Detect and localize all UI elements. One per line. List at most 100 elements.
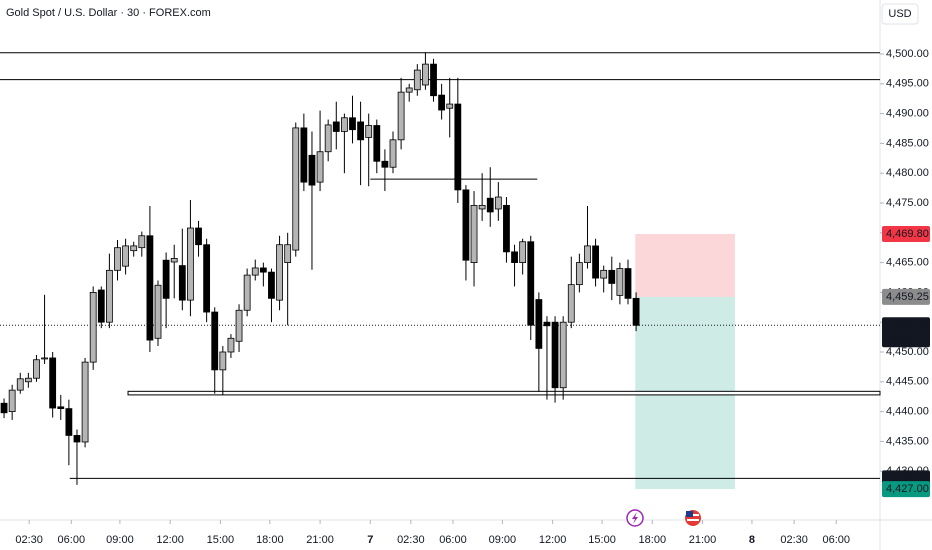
candle-body [397, 91, 405, 141]
candle-body [235, 309, 243, 342]
candle-body [292, 127, 300, 251]
candle-body [203, 244, 211, 313]
candle-body [259, 267, 267, 273]
candle-body [81, 361, 89, 443]
stop-price-label-bg [882, 225, 930, 242]
candle-body [559, 321, 567, 389]
x-tick-label: 12:00 [156, 534, 184, 546]
last-price-label: 4,454.48 [886, 319, 929, 331]
candle-body [430, 63, 437, 97]
candle-body [624, 268, 632, 299]
candle-body [308, 154, 316, 186]
currency-button[interactable] [881, 3, 919, 25]
candle-body [227, 337, 235, 353]
x-tick-label: 02:30 [397, 534, 425, 546]
candle-body [170, 258, 178, 263]
candle-body [575, 262, 583, 286]
candle-body [268, 271, 275, 299]
candle-body [551, 321, 559, 389]
candle-body [138, 235, 146, 249]
candle-body [49, 357, 57, 409]
x-tick-label: 21:00 [689, 534, 717, 546]
candle-body [57, 406, 65, 410]
candle-body [33, 359, 40, 379]
stop-price-label: 4,469.80 [886, 228, 929, 240]
candle-body [519, 241, 527, 263]
y-tick-label: 4,500.00 [886, 48, 929, 60]
candle-body [365, 125, 373, 138]
chart-title: Gold Spot / U.S. Dollar · 30 · FOREX.com [6, 7, 211, 19]
candle-body [357, 121, 364, 141]
candle-body [632, 297, 640, 326]
candle-body [65, 408, 73, 436]
candle-body [413, 69, 421, 91]
y-tick-label: 4,485.00 [886, 137, 929, 149]
candle-body [608, 269, 616, 284]
candle-body [535, 299, 543, 349]
candle-body [373, 125, 381, 162]
candle-body [300, 127, 308, 183]
y-tick-label: 4,450.00 [886, 346, 929, 358]
candle-body [527, 241, 535, 326]
candle-body [316, 151, 324, 183]
target-price-label-bg [882, 481, 930, 498]
candle-body [446, 103, 454, 109]
x-tick-label: 21:00 [306, 534, 334, 546]
last-price-label-bg [882, 317, 930, 348]
event-icon[interactable] [626, 509, 644, 527]
x-tick-label: 02:30 [780, 534, 808, 546]
candle-body [97, 289, 105, 323]
support-zone [127, 390, 881, 396]
candle-body [616, 268, 624, 296]
candle-body [340, 117, 348, 132]
candle-body [511, 251, 518, 263]
candle-body [276, 244, 283, 301]
x-tick-label: 18:00 [639, 534, 667, 546]
position-stop-zone [635, 233, 735, 297]
x-tick-label: 15:00 [588, 534, 616, 546]
target-price-label: 4,427.00 [886, 483, 929, 495]
candle-body [251, 267, 259, 276]
candle-body [284, 244, 292, 263]
candle-body [422, 63, 429, 86]
y-tick-label: 4,445.00 [886, 376, 929, 388]
y-tick-label: 4,440.00 [886, 405, 929, 417]
candle-body [195, 227, 202, 246]
candle-body [41, 357, 48, 360]
candle-body [478, 204, 486, 210]
y-tick-label: 4,490.00 [886, 108, 929, 120]
x-tick-label: 06:00 [439, 534, 467, 546]
candle-body [462, 189, 470, 261]
x-tick-label: 18:00 [256, 534, 284, 546]
candle-body [8, 389, 16, 412]
x-tick-label: 06:00 [58, 534, 86, 546]
y-tick-label: 4,495.00 [886, 78, 929, 90]
candle-body [114, 247, 121, 271]
candle-body [105, 269, 113, 323]
candle-body [162, 259, 170, 299]
candle-body [324, 124, 332, 153]
candle-body [0, 402, 8, 414]
candle-body [146, 235, 154, 341]
y-tick-label: 4,435.00 [886, 435, 929, 447]
candle-body [349, 117, 356, 131]
candle-body [592, 245, 599, 279]
candle-body [89, 291, 97, 363]
x-tick-label: 8 [749, 534, 755, 546]
x-tick-label: 12:00 [539, 534, 567, 546]
candle-body [494, 196, 502, 210]
entry-price-label-bg [882, 288, 930, 305]
candle-body [389, 139, 397, 168]
us-flag-icon[interactable] [685, 510, 701, 526]
candle-body [73, 435, 81, 443]
last-price-label-countdown: 24:09 [886, 333, 914, 345]
x-tick-label: 09:00 [106, 534, 134, 546]
candle-body [600, 269, 608, 279]
candle-body [211, 311, 219, 371]
x-tick-label: 02:30 [15, 534, 43, 546]
candle-body [486, 197, 494, 213]
currency-label[interactable]: USD [888, 8, 911, 20]
candle-body [567, 284, 575, 323]
